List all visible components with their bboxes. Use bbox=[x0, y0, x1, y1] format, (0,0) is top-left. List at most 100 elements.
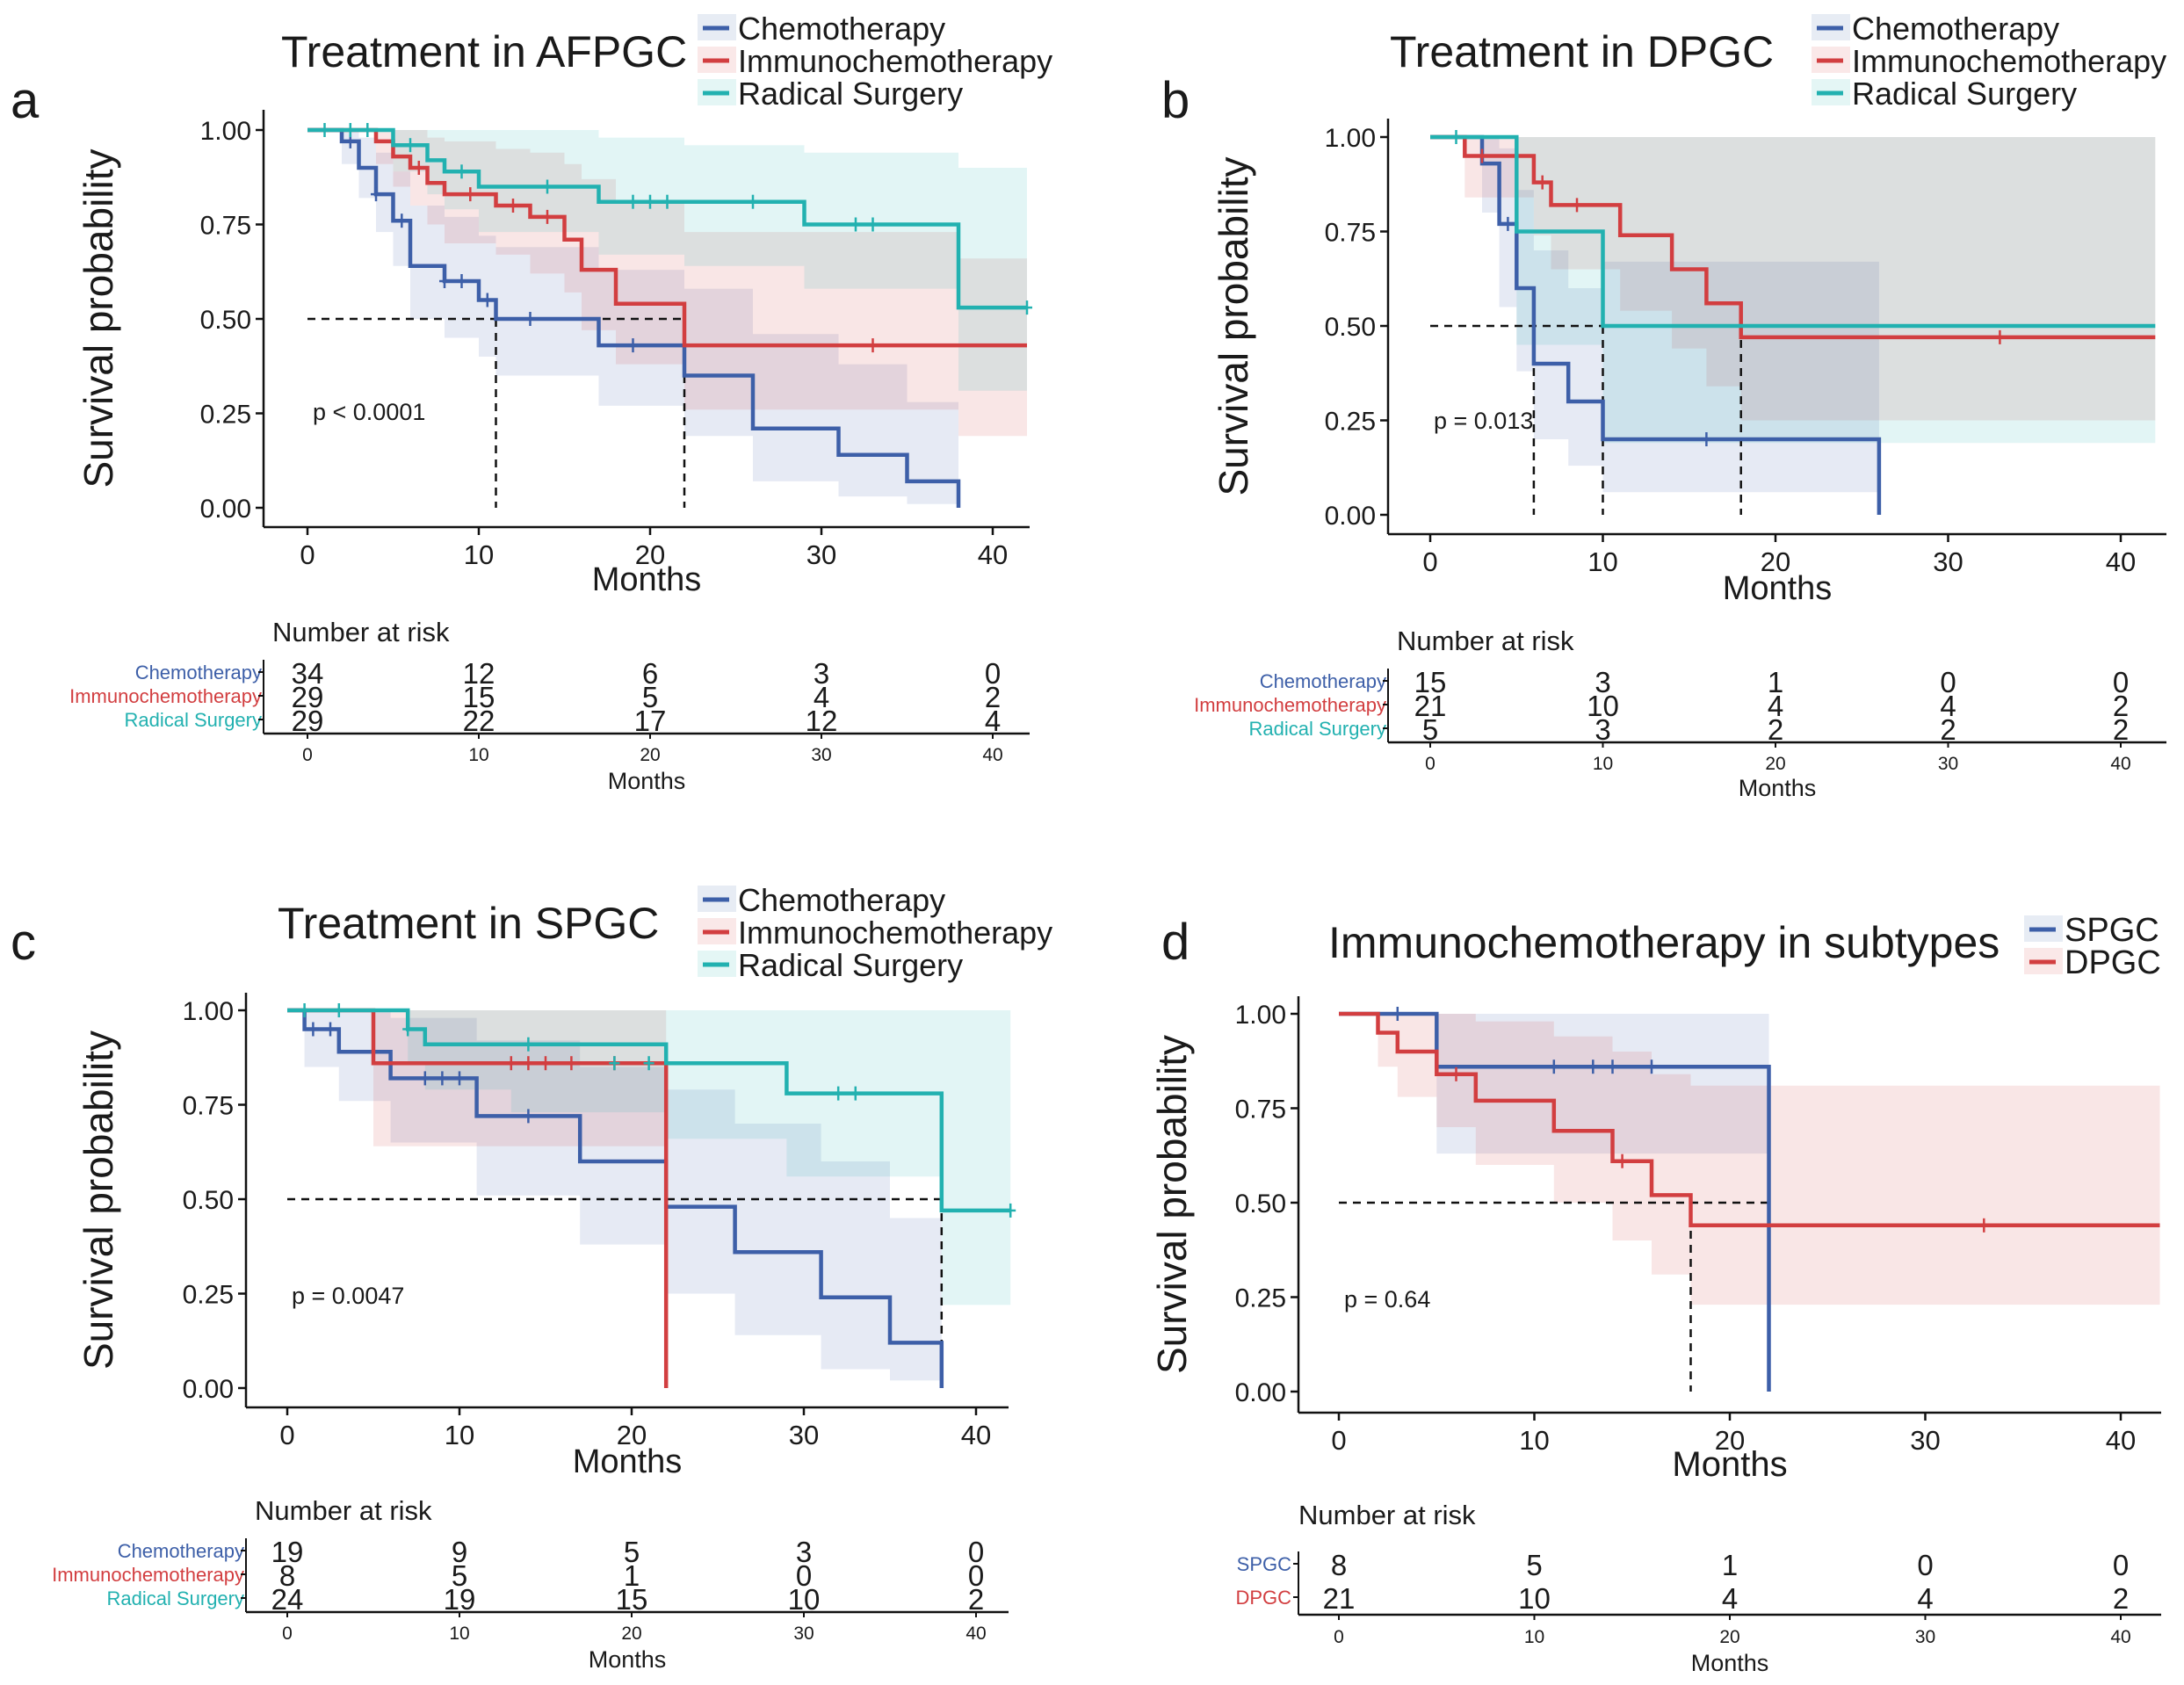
risk-x-tick-label: 40 bbox=[982, 745, 1002, 765]
risk-count: 8 bbox=[1331, 1549, 1347, 1581]
y-tick-label: 0.75 bbox=[1235, 1096, 1286, 1125]
x-tick-label: 30 bbox=[789, 1420, 819, 1450]
risk-x-tick-label: 0 bbox=[282, 1624, 293, 1644]
risk-count: 15 bbox=[616, 1583, 648, 1616]
risk-x-tick-label: 30 bbox=[1938, 754, 1958, 774]
risk-count: 3 bbox=[796, 1536, 812, 1568]
x-tick-label: 40 bbox=[2106, 546, 2136, 577]
risk-count: 0 bbox=[968, 1536, 984, 1568]
legend-entry: Radical Surgery bbox=[738, 947, 963, 983]
ci-band-immunochemotherapy bbox=[287, 1010, 667, 1388]
x-axis-label: Months bbox=[573, 1443, 683, 1480]
risk-count: 9 bbox=[452, 1536, 467, 1568]
risk-x-tick-label: 0 bbox=[1425, 754, 1436, 774]
legend-entry: Chemotherapy bbox=[738, 11, 945, 47]
x-tick-label: 30 bbox=[1933, 546, 1963, 577]
risk-count: 29 bbox=[292, 705, 324, 737]
risk-count: 0 bbox=[1940, 666, 1956, 698]
risk-count: 4 bbox=[814, 681, 829, 713]
y-tick-label: 0.50 bbox=[200, 306, 251, 335]
y-tick-label: 0.50 bbox=[1325, 313, 1376, 342]
risk-count: 2 bbox=[1768, 713, 1783, 746]
chart-title: Treatment in AFPGC bbox=[281, 27, 687, 76]
risk-x-tick-label: 40 bbox=[965, 1624, 986, 1644]
km-curve-dpgc bbox=[1339, 1011, 2160, 1228]
risk-table-title: Number at risk bbox=[255, 1495, 432, 1526]
risk-x-tick-label: 20 bbox=[640, 745, 660, 765]
x-tick-label: 0 bbox=[1422, 546, 1437, 577]
legend-entry: Chemotherapy bbox=[1852, 11, 2059, 47]
x-axis-label: Months bbox=[1723, 570, 1833, 607]
risk-count: 2 bbox=[968, 1583, 984, 1616]
panel-d: d Immunochemotherapy in subtypes SPGCDPGC0… bbox=[1149, 912, 2161, 1676]
x-tick-label: 10 bbox=[445, 1420, 474, 1450]
risk-row-label: Radical Surgery bbox=[124, 709, 262, 731]
risk-count: 10 bbox=[788, 1583, 821, 1616]
risk-x-tick-label: 0 bbox=[1334, 1627, 1344, 1647]
y-tick-label: 0.75 bbox=[1325, 219, 1376, 248]
y-tick-label: 0.25 bbox=[1325, 408, 1376, 437]
risk-count: 5 bbox=[642, 681, 658, 713]
x-tick-label: 10 bbox=[1587, 546, 1617, 577]
legend-entry: Immunochemotherapy bbox=[738, 43, 1052, 79]
ci-band-immunochemotherapy bbox=[307, 130, 1027, 437]
risk-row-label: Immunochemotherapy bbox=[69, 685, 262, 707]
y-tick-label: 1.00 bbox=[183, 997, 234, 1026]
ci-band-immunochemotherapy bbox=[1430, 137, 2156, 421]
risk-x-tick-label: 40 bbox=[2110, 754, 2130, 774]
risk-x-tick-label: 30 bbox=[793, 1624, 814, 1644]
legend-entry: Radical Surgery bbox=[1852, 76, 2077, 112]
risk-x-tick-label: 30 bbox=[811, 745, 831, 765]
risk-count: 0 bbox=[985, 657, 1001, 690]
risk-count: 5 bbox=[624, 1536, 640, 1568]
y-tick-label: 0.00 bbox=[200, 495, 251, 524]
x-tick-label: 0 bbox=[1331, 1425, 1346, 1456]
chart-title: Immunochemotherapy in subtypes bbox=[1328, 918, 2000, 967]
km-curve-chemotherapy bbox=[287, 1008, 944, 1388]
y-tick-label: 0.75 bbox=[183, 1092, 234, 1121]
risk-count: 15 bbox=[1414, 666, 1447, 698]
risk-row-label: Radical Surgery bbox=[1248, 718, 1386, 740]
chart-title: Treatment in SPGC bbox=[278, 899, 659, 948]
risk-row-label: DPGC bbox=[1235, 1587, 1291, 1609]
risk-x-tick-label: 10 bbox=[449, 1624, 469, 1644]
risk-count: 3 bbox=[1595, 666, 1610, 698]
panel-label: b bbox=[1161, 72, 1190, 129]
p-value: p = 0.0047 bbox=[292, 1283, 404, 1309]
risk-count: 0 bbox=[2113, 666, 2129, 698]
risk-row-label: SPGC bbox=[1237, 1553, 1291, 1575]
y-axis-label: Survival probability bbox=[76, 148, 121, 488]
x-tick-label: 0 bbox=[300, 539, 315, 570]
risk-count: 4 bbox=[1917, 1582, 1933, 1615]
risk-x-axis-label: Months bbox=[589, 1646, 667, 1673]
x-tick-label: 20 bbox=[1761, 546, 1790, 577]
km-curve-chemotherapy bbox=[307, 127, 961, 508]
y-tick-label: 0.00 bbox=[1235, 1378, 1286, 1407]
x-axis-label: Months bbox=[592, 561, 702, 598]
km-curve-immunochemotherapy bbox=[1430, 134, 2156, 340]
y-tick-label: 0.50 bbox=[1235, 1190, 1286, 1219]
risk-row-label: Immunochemotherapy bbox=[1194, 694, 1386, 716]
risk-count: 2 bbox=[1940, 713, 1956, 746]
y-axis-label: Survival probability bbox=[76, 1031, 121, 1370]
risk-count: 4 bbox=[1940, 690, 1956, 722]
ci-band-spgc bbox=[1339, 1014, 1769, 1392]
x-axis-label: Months bbox=[1672, 1445, 1787, 1484]
x-tick-label: 10 bbox=[1519, 1425, 1549, 1456]
y-tick-label: 1.00 bbox=[200, 117, 251, 146]
x-tick-label: 20 bbox=[617, 1420, 647, 1450]
risk-x-tick-label: 10 bbox=[1524, 1627, 1544, 1647]
risk-table-title: Number at risk bbox=[1298, 1500, 1476, 1530]
risk-count: 5 bbox=[1526, 1549, 1542, 1581]
risk-table-title: Number at risk bbox=[272, 617, 450, 647]
x-tick-label: 40 bbox=[2106, 1425, 2136, 1456]
y-tick-label: 0.25 bbox=[1235, 1284, 1286, 1313]
y-tick-label: 0.25 bbox=[183, 1281, 234, 1310]
